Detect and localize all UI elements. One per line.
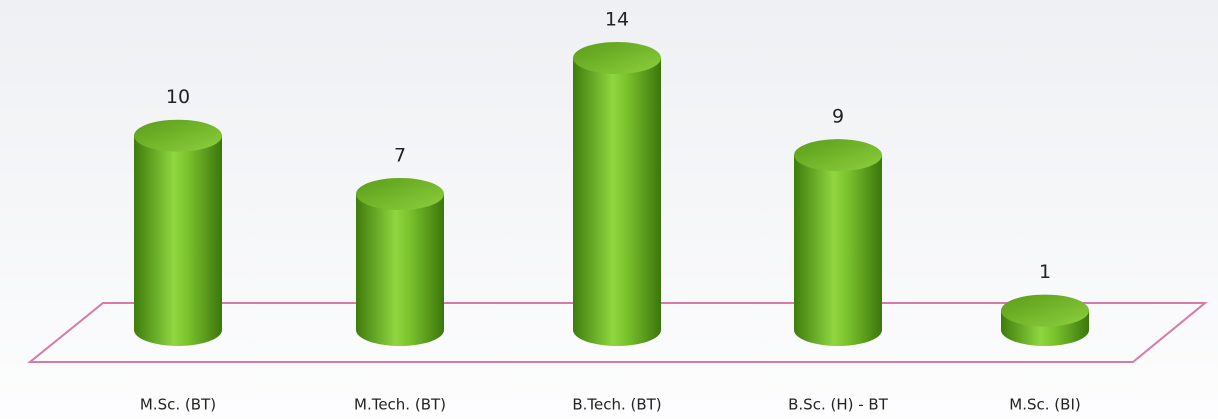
x-tick-label: M.Tech. (BT) bbox=[354, 396, 446, 414]
data-label: 1 bbox=[1039, 261, 1051, 283]
bar bbox=[573, 58, 661, 346]
bar-top bbox=[573, 42, 661, 74]
data-label: 7 bbox=[394, 145, 406, 167]
data-label: 9 bbox=[832, 106, 844, 128]
bar bbox=[134, 135, 222, 346]
bar-top bbox=[1001, 294, 1089, 327]
data-label: 10 bbox=[166, 86, 190, 108]
x-tick-label: M.Sc. (BI) bbox=[1009, 396, 1080, 414]
x-tick-label: M.Sc. (BT) bbox=[140, 396, 216, 414]
bar-top bbox=[134, 119, 222, 152]
x-tick-label: B.Sc. (H) - BT bbox=[788, 396, 889, 414]
data-label: 14 bbox=[605, 9, 629, 31]
bar-top bbox=[794, 139, 882, 172]
bar bbox=[794, 155, 882, 346]
x-tick-label: B.Tech. (BT) bbox=[572, 396, 661, 414]
bar-top bbox=[356, 178, 444, 210]
bar bbox=[356, 194, 444, 346]
